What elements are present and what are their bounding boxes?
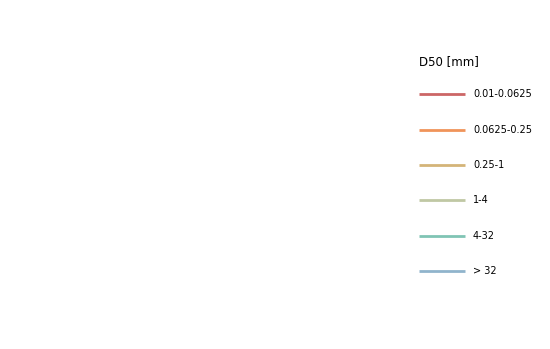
- Text: 4-32: 4-32: [473, 231, 495, 240]
- Text: 0.0625-0.25: 0.0625-0.25: [473, 125, 532, 135]
- Text: 0.25-1: 0.25-1: [473, 160, 504, 170]
- Text: D50 [mm]: D50 [mm]: [419, 55, 479, 68]
- Text: 1-4: 1-4: [473, 195, 489, 205]
- Text: > 32: > 32: [473, 266, 497, 276]
- Text: 0.01-0.0625: 0.01-0.0625: [473, 89, 532, 99]
